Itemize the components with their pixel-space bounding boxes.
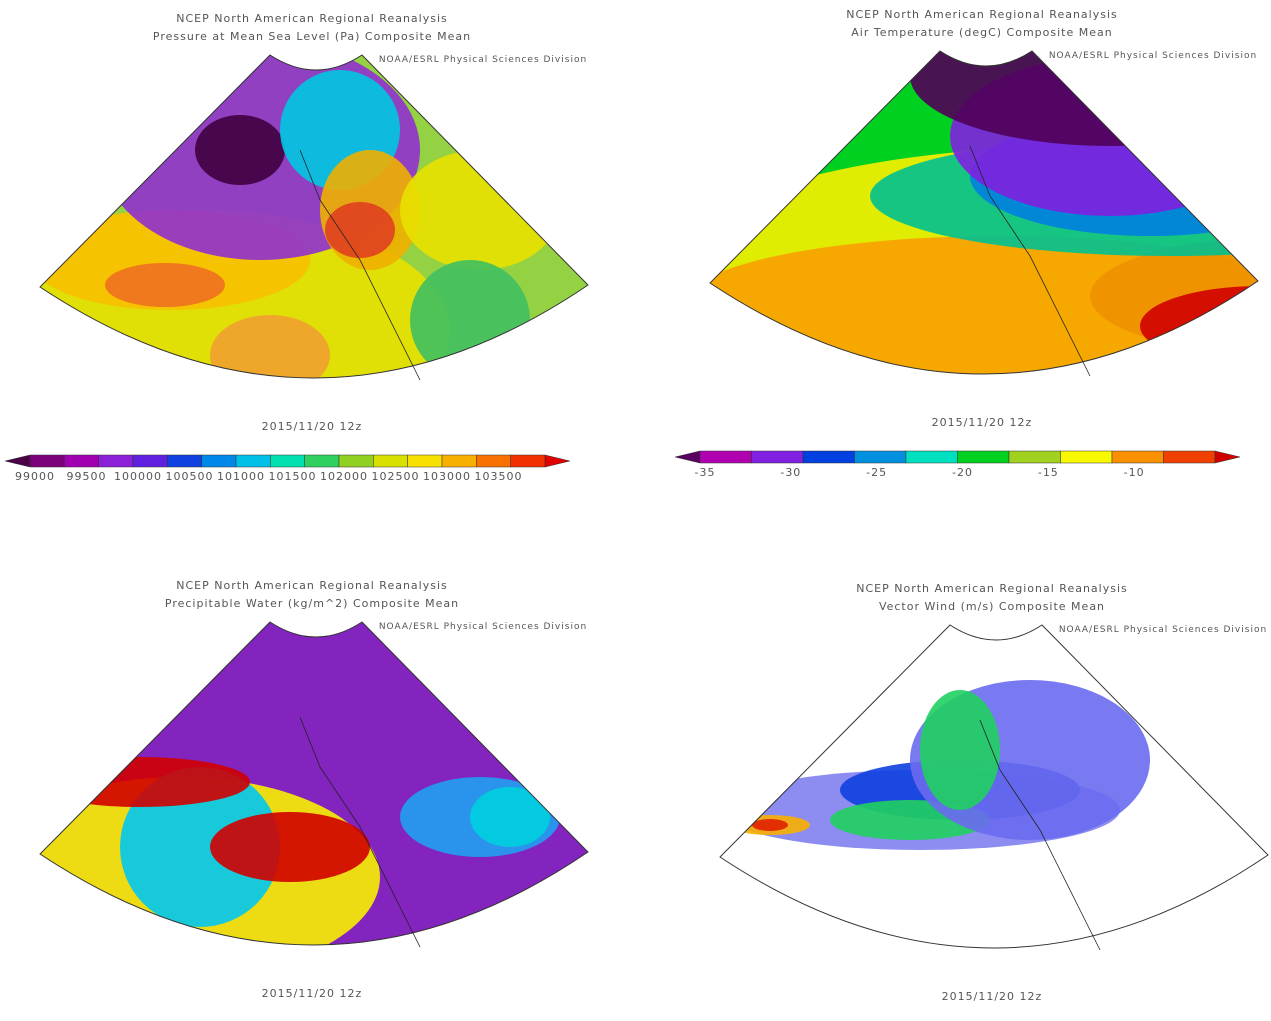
field-region: [325, 202, 395, 258]
colorbar-label: -25: [866, 466, 887, 479]
field-region: [920, 690, 1000, 810]
colorbar-segment: [1112, 451, 1164, 463]
date-label: 2015/11/20 12z: [942, 990, 1043, 1003]
colorbar-segment: [133, 455, 167, 467]
map-panel: NCEP North American Regional Reanalysis P…: [0, 527, 730, 1021]
colorbar-segment: [700, 451, 752, 463]
colorbar-end: [5, 455, 30, 467]
colorbar-segment: [1164, 451, 1216, 463]
colorbar-segment: [30, 455, 64, 467]
colorbar-label: 101000: [217, 470, 265, 483]
colorbar-segment: [305, 455, 339, 467]
credit: NOAA/ESRL Physical Sciences Division: [1059, 625, 1267, 635]
colorbar-segment: [803, 451, 855, 463]
map-title: NCEP North American Regional Reanalysis: [176, 579, 448, 592]
colorbar-segment: [339, 455, 373, 467]
field-region: [195, 115, 285, 185]
map-subtitle: Pressure at Mean Sea Level (Pa) Composit…: [153, 30, 471, 43]
colorbar-label: 103000: [423, 470, 471, 483]
map-subtitle: Air Temperature (degC) Composite Mean: [851, 26, 1112, 39]
colorbar-segment: [752, 451, 804, 463]
colorbar-segment: [906, 451, 958, 463]
colorbar-segment: [236, 455, 270, 467]
field-region: [30, 757, 250, 807]
colorbar-label: -35: [695, 466, 716, 479]
field-region: [470, 787, 550, 847]
map-subtitle: Vector Wind (m/s) Composite Mean: [879, 600, 1105, 613]
colorbar-segment: [270, 455, 304, 467]
colorbar-label: -10: [1124, 466, 1145, 479]
colorbar-label: 102500: [372, 470, 420, 483]
colorbar-segment: [167, 455, 201, 467]
field-region: [400, 150, 560, 270]
colorbar-segment: [202, 455, 236, 467]
date-label: 2015/11/20 12z: [262, 420, 363, 433]
field-region: [105, 263, 225, 307]
colorbar-label: 100000: [114, 470, 162, 483]
map-panel: NCEP North American Regional Reanalysis A…: [670, 0, 1271, 479]
credit: NOAA/ESRL Physical Sciences Division: [379, 622, 587, 632]
colorbar-segment: [1009, 451, 1061, 463]
colorbar-end: [1215, 451, 1240, 463]
colorbar-segment: [1061, 451, 1113, 463]
colorbar-segment: [408, 455, 442, 467]
map-panel: NCEP North American Regional Reanalysis V…: [600, 570, 1271, 1021]
map-title: NCEP North American Regional Reanalysis: [176, 12, 448, 25]
map-subtitle: Precipitable Water (kg/m^2) Composite Me…: [165, 597, 459, 610]
colorbar-segment: [99, 455, 133, 467]
map-field: [600, 570, 1271, 1021]
credit: NOAA/ESRL Physical Sciences Division: [379, 55, 587, 65]
colorbar-end: [675, 451, 700, 463]
colorbar-label: -15: [1038, 466, 1059, 479]
colorbar-label: 101500: [269, 470, 317, 483]
colorbar-segment: [476, 455, 510, 467]
colorbar-label: 102000: [320, 470, 368, 483]
field-region: [210, 812, 370, 882]
date-label: 2015/11/20 12z: [932, 416, 1033, 429]
field-region: [210, 315, 330, 395]
colorbar-label: 99000: [15, 470, 55, 483]
map-field: [0, 0, 730, 480]
field-region: [752, 819, 788, 831]
colorbar-segment: [64, 455, 98, 467]
page: {"panels":[ {"title":["NCEP North Americ…: [0, 0, 1271, 1021]
colorbar-end: [545, 455, 570, 467]
map-grid: NCEP North American Regional Reanalysis P…: [0, 0, 1271, 1021]
colorbar-label: 99500: [67, 470, 107, 483]
map-title: NCEP North American Regional Reanalysis: [856, 582, 1128, 595]
colorbar-segment: [855, 451, 907, 463]
date-label: 2015/11/20 12z: [262, 987, 363, 1000]
colorbar-label: 100500: [166, 470, 214, 483]
map-field: [670, 0, 1271, 476]
colorbar-label: 103500: [475, 470, 523, 483]
colorbar-segment: [511, 455, 545, 467]
colorbar-segment: [958, 451, 1010, 463]
map-title: NCEP North American Regional Reanalysis: [846, 8, 1118, 21]
colorbar-label: -30: [780, 466, 801, 479]
colorbar-label: -20: [952, 466, 973, 479]
credit: NOAA/ESRL Physical Sciences Division: [1049, 51, 1257, 61]
colorbar-segment: [373, 455, 407, 467]
map-panel: NCEP North American Regional Reanalysis P…: [0, 0, 730, 483]
colorbar-segment: [442, 455, 476, 467]
